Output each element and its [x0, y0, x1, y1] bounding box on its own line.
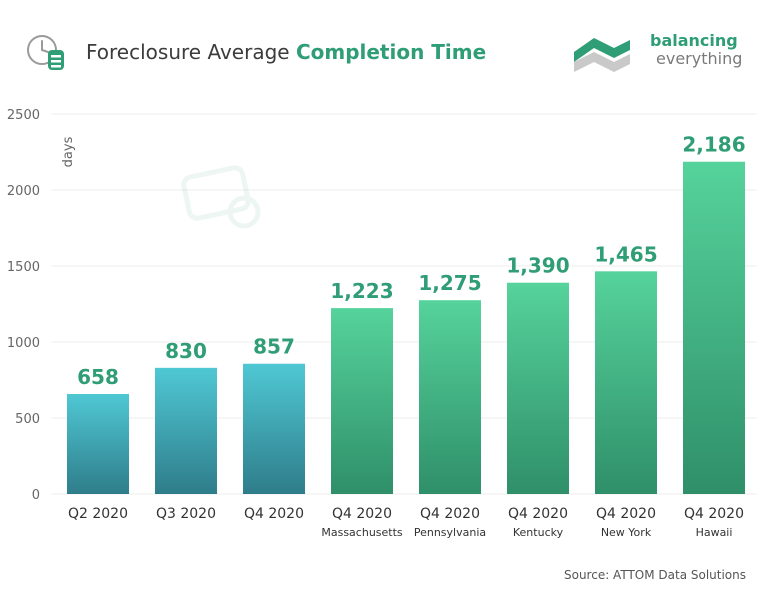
bar-chart: 0 500 1000 1500 2000 2500 days 658 830 857 1,223…	[7, 108, 756, 539]
bar-value-label: 1,465	[594, 242, 657, 266]
bar	[595, 271, 657, 494]
bar	[507, 282, 569, 494]
value-labels: 658 830 857 1,223 1,275 1,390 1,465 2,186	[77, 133, 746, 389]
chart-title-regular: Foreclosure Average	[86, 40, 296, 64]
x-tick-label: Q4 2020	[508, 506, 568, 522]
x-tick-label: Q4 2020	[332, 506, 392, 522]
x-tick-sublabel: New York	[601, 526, 652, 539]
y-tick-label: 2500	[7, 108, 40, 123]
x-tick-label: Q4 2020	[596, 506, 656, 522]
chart-header: Foreclosure Average Completion Time bala…	[0, 0, 768, 100]
balancing-everything-logo-icon	[574, 38, 630, 72]
x-tick-sublabel: Hawaii	[696, 526, 733, 539]
bar	[331, 308, 393, 494]
y-tick-label: 2000	[7, 184, 40, 199]
brand-name-line1: balancing	[650, 31, 738, 50]
brand-name-line2: everything	[656, 49, 743, 68]
bar	[683, 161, 745, 494]
bar	[67, 393, 129, 494]
bars	[67, 161, 745, 494]
y-tick-label: 1000	[7, 336, 40, 351]
x-tick-label: Q2 2020	[68, 506, 128, 522]
x-tick-label: Q4 2020	[244, 506, 304, 522]
source-note: Source: ATTOM Data Solutions	[563, 568, 746, 582]
x-tick-label: Q3 2020	[156, 506, 216, 522]
bar-value-label: 1,390	[506, 254, 569, 278]
bar-value-label: 1,275	[418, 271, 481, 295]
y-tick-label: 1500	[7, 260, 40, 275]
y-tick-label: 500	[15, 412, 40, 427]
bar-value-label: 658	[77, 365, 119, 389]
x-tick-label: Q4 2020	[684, 506, 744, 522]
x-tick-sublabel: Kentucky	[513, 526, 564, 539]
bar	[419, 300, 481, 494]
y-tick-label: 0	[32, 488, 40, 503]
y-axis-label: days	[61, 136, 76, 167]
x-tick-label: Q4 2020	[420, 506, 480, 522]
chart-title-bold: Completion Time	[295, 40, 487, 64]
bar-value-label: 857	[253, 335, 295, 359]
bar	[243, 363, 305, 494]
y-axis-ticks: 0 500 1000 1500 2000 2500	[7, 108, 40, 503]
x-tick-sublabel: Massachusetts	[321, 526, 403, 539]
x-tick-sublabel: Pennsylvania	[414, 526, 486, 539]
bar-value-label: 2,186	[682, 133, 745, 157]
chart-title: Foreclosure Average Completion Time	[86, 40, 486, 64]
watermark-icon	[181, 165, 261, 229]
bar-value-label: 830	[165, 339, 207, 363]
clock-database-icon	[27, 35, 64, 70]
brand-name: balancing everything	[650, 32, 750, 68]
bar-value-label: 1,223	[330, 279, 393, 303]
x-axis-labels: Q2 2020 Q3 2020 Q4 2020 Q4 2020 Massachusett…	[68, 506, 744, 539]
bar	[155, 367, 217, 494]
